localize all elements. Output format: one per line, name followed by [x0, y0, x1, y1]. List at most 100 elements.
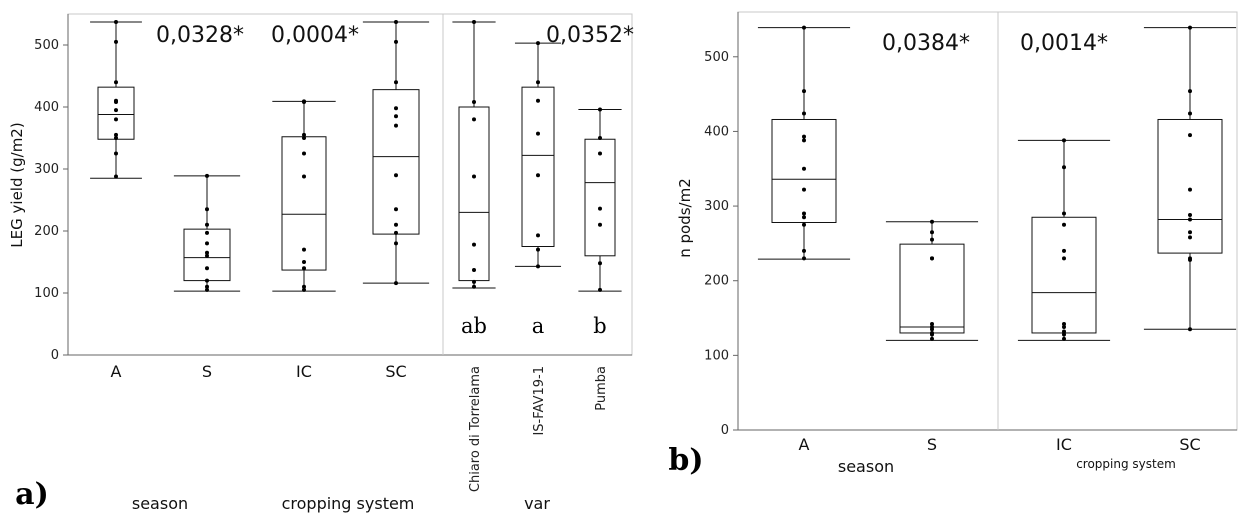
data-point [472, 20, 476, 25]
data-point [598, 206, 602, 211]
data-point [598, 107, 602, 112]
data-point [1062, 322, 1066, 327]
data-point [472, 279, 476, 284]
data-point [394, 230, 398, 235]
data-point [205, 284, 209, 289]
data-point [394, 207, 398, 212]
data-point [1188, 133, 1192, 138]
data-point [1188, 89, 1192, 94]
data-point [1188, 327, 1192, 332]
x-tick-label: S [202, 362, 212, 381]
data-point [1188, 111, 1192, 116]
box-s [173, 173, 241, 292]
data-point [1188, 213, 1192, 218]
data-point [472, 284, 476, 289]
data-point [802, 215, 806, 220]
data-point [1062, 248, 1066, 253]
data-point [1188, 257, 1192, 262]
box-iqr [458, 106, 490, 282]
data-point [394, 123, 398, 128]
data-point [1188, 187, 1192, 192]
data-point [302, 132, 306, 137]
group-label: season [838, 457, 894, 476]
group-label: var [524, 494, 550, 513]
box-sc [1143, 25, 1237, 332]
data-point [802, 111, 806, 116]
data-point [598, 222, 602, 227]
data-point [1188, 217, 1192, 222]
significance-letter: ab [461, 314, 487, 338]
data-point [930, 230, 934, 235]
data-point [302, 151, 306, 156]
data-point [536, 233, 540, 238]
data-point [802, 187, 806, 192]
data-point [930, 322, 934, 327]
data-point [205, 278, 209, 283]
data-point [394, 222, 398, 227]
box-ic [1017, 138, 1111, 341]
box-s [885, 219, 979, 341]
data-point [536, 264, 540, 269]
data-point [598, 151, 602, 156]
x-tick-label: Chiaro di Torrelama [468, 366, 483, 492]
y-tick-label: 500 [704, 50, 729, 65]
data-point [536, 173, 540, 178]
data-point [930, 332, 934, 337]
data-point [394, 241, 398, 246]
data-point [930, 219, 934, 224]
data-point [114, 136, 118, 140]
box-pumba [578, 107, 622, 292]
data-point [472, 100, 476, 105]
data-point [1062, 256, 1066, 261]
data-point [114, 174, 118, 179]
p-value-annotation: 0,0004* [271, 23, 359, 48]
p-value-annotation: 0,0014* [1020, 31, 1108, 56]
data-point [472, 174, 476, 179]
data-point [472, 242, 476, 247]
y-tick-label: 200 [34, 224, 59, 239]
data-point [1188, 235, 1192, 240]
data-point [302, 100, 306, 105]
data-point [802, 248, 806, 253]
data-point [205, 241, 209, 246]
data-point [930, 336, 934, 341]
data-point [1062, 324, 1066, 329]
data-point [302, 174, 306, 179]
y-axis-label: n pods/m2 [676, 178, 694, 258]
x-tick-label: Pumba [594, 366, 609, 411]
data-point [536, 80, 540, 85]
data-point [302, 260, 306, 264]
y-tick-label: 200 [704, 274, 729, 289]
data-point [394, 20, 398, 25]
data-point [302, 247, 306, 252]
data-point [114, 132, 118, 137]
panel-label: a) [15, 477, 49, 512]
data-point [394, 80, 398, 85]
p-value-annotation: 0,0328* [156, 23, 244, 48]
data-point [802, 222, 806, 227]
group-label: season [132, 494, 188, 513]
data-point [1062, 332, 1066, 337]
y-tick-label: 300 [34, 162, 59, 177]
x-tick-label: SC [385, 362, 406, 381]
p-value-annotation: 0,0384* [882, 31, 970, 56]
data-point [536, 247, 540, 252]
x-tick-label: S [927, 435, 937, 454]
x-tick-label: IC [1056, 435, 1072, 454]
data-point [114, 108, 118, 113]
y-tick-label: 100 [704, 348, 729, 363]
box-ic [272, 99, 336, 292]
data-point [205, 222, 209, 227]
data-point [114, 100, 118, 105]
data-point [802, 134, 806, 139]
box-iqr [584, 138, 616, 257]
group-label: cropping system [282, 494, 415, 513]
data-point [802, 89, 806, 94]
data-point [802, 211, 806, 216]
data-point [802, 256, 806, 261]
data-point [472, 268, 476, 273]
data-point [114, 117, 118, 122]
panel-label: b) [668, 443, 703, 478]
y-tick-label: 500 [34, 38, 59, 53]
data-point [205, 287, 209, 292]
